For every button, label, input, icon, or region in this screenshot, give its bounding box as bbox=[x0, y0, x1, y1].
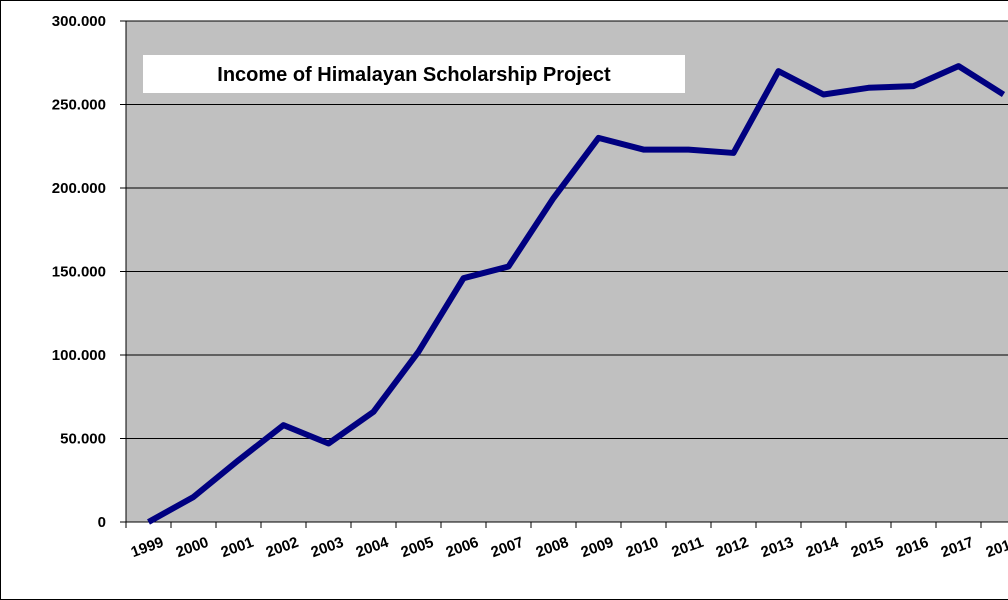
y-tick-label: 50.000 bbox=[60, 431, 106, 448]
y-tick-label: 0 bbox=[98, 514, 106, 531]
chart-title: Income of Himalayan Scholarship Project bbox=[217, 64, 611, 86]
data-line bbox=[147, 63, 1006, 525]
y-tick-label: 150.000 bbox=[52, 264, 106, 281]
y-tick-label: 100.000 bbox=[52, 347, 106, 364]
y-tick-label: 250.000 bbox=[52, 97, 106, 114]
y-tick-label: 200.000 bbox=[52, 180, 106, 197]
title-box bbox=[143, 55, 685, 93]
y-tick-label: 300.000 bbox=[52, 13, 106, 30]
